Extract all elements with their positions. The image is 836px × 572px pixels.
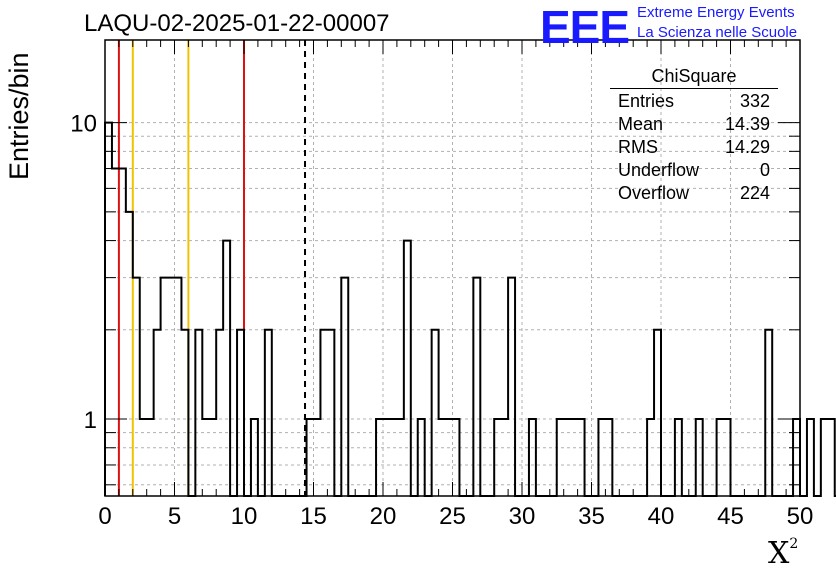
x-tick-label: 5 [168,503,181,530]
stats-box: ChiSquare Entries 332 Mean 14.39 RMS 14.29 … [610,66,778,206]
stats-row: RMS 14.29 [610,137,778,160]
chart-title: LAQU-02-2025-01-22-00007 [84,10,390,37]
y-axis-label: Entries/bin [4,52,34,180]
y-tick-label: 10 [70,111,97,138]
logo-line-2: La Scienza nelle Scuole [637,24,798,41]
eee-logo: EEE [540,1,630,53]
x-tick-label: 0 [98,503,111,530]
stats-row: Overflow 224 [610,183,778,206]
stats-row: Underflow 0 [610,160,778,183]
stats-label: RMS [618,137,658,157]
y-tick-label: 1 [84,407,97,434]
stats-row: Mean 14.39 [610,114,778,137]
x-tick-label: 10 [231,503,258,530]
x-tick-label: 15 [300,503,327,530]
stats-label: Overflow [618,183,690,203]
x-axis-label-superscript: 2 [789,536,799,552]
x-tick-label: 25 [439,503,466,530]
x-tick-label: 50 [787,503,814,530]
stats-value: 332 [739,91,770,111]
stats-value: 224 [739,183,770,203]
stats-value: 14.39 [724,114,770,134]
x-tick-label: 45 [717,503,744,530]
x-tick-label: 35 [578,503,605,530]
histogram-bin [828,419,835,496]
histogram-bin [821,419,828,496]
x-axis-label: X2 [768,536,798,571]
stats-value: 0 [759,160,770,180]
x-tick-label: 30 [509,503,536,530]
x-axis-label-text: X [768,536,790,571]
stats-row: Entries 332 [610,91,778,114]
stats-title: ChiSquare [610,66,778,89]
x-tick-label: 40 [648,503,675,530]
x-tick-label: 20 [370,503,397,530]
logo-line-1: Extreme Energy Events [637,4,795,21]
stats-label: Mean [618,114,664,134]
histogram-bin [807,419,814,496]
stats-label: Entries [618,91,675,111]
stats-value: 14.29 [724,137,770,157]
stats-label: Underflow [618,160,700,180]
